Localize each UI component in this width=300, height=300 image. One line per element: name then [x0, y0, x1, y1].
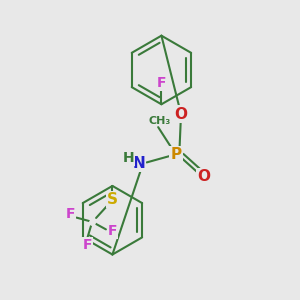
Text: H: H: [122, 151, 134, 165]
Text: CH₃: CH₃: [149, 116, 171, 125]
Text: O: O: [197, 169, 210, 184]
Text: O: O: [175, 106, 188, 122]
Text: N: N: [132, 156, 145, 171]
Text: S: S: [107, 192, 118, 207]
Text: F: F: [108, 224, 117, 238]
Text: F: F: [66, 207, 75, 221]
Text: F: F: [82, 238, 92, 252]
Text: P: P: [171, 147, 182, 162]
Text: F: F: [157, 76, 166, 90]
